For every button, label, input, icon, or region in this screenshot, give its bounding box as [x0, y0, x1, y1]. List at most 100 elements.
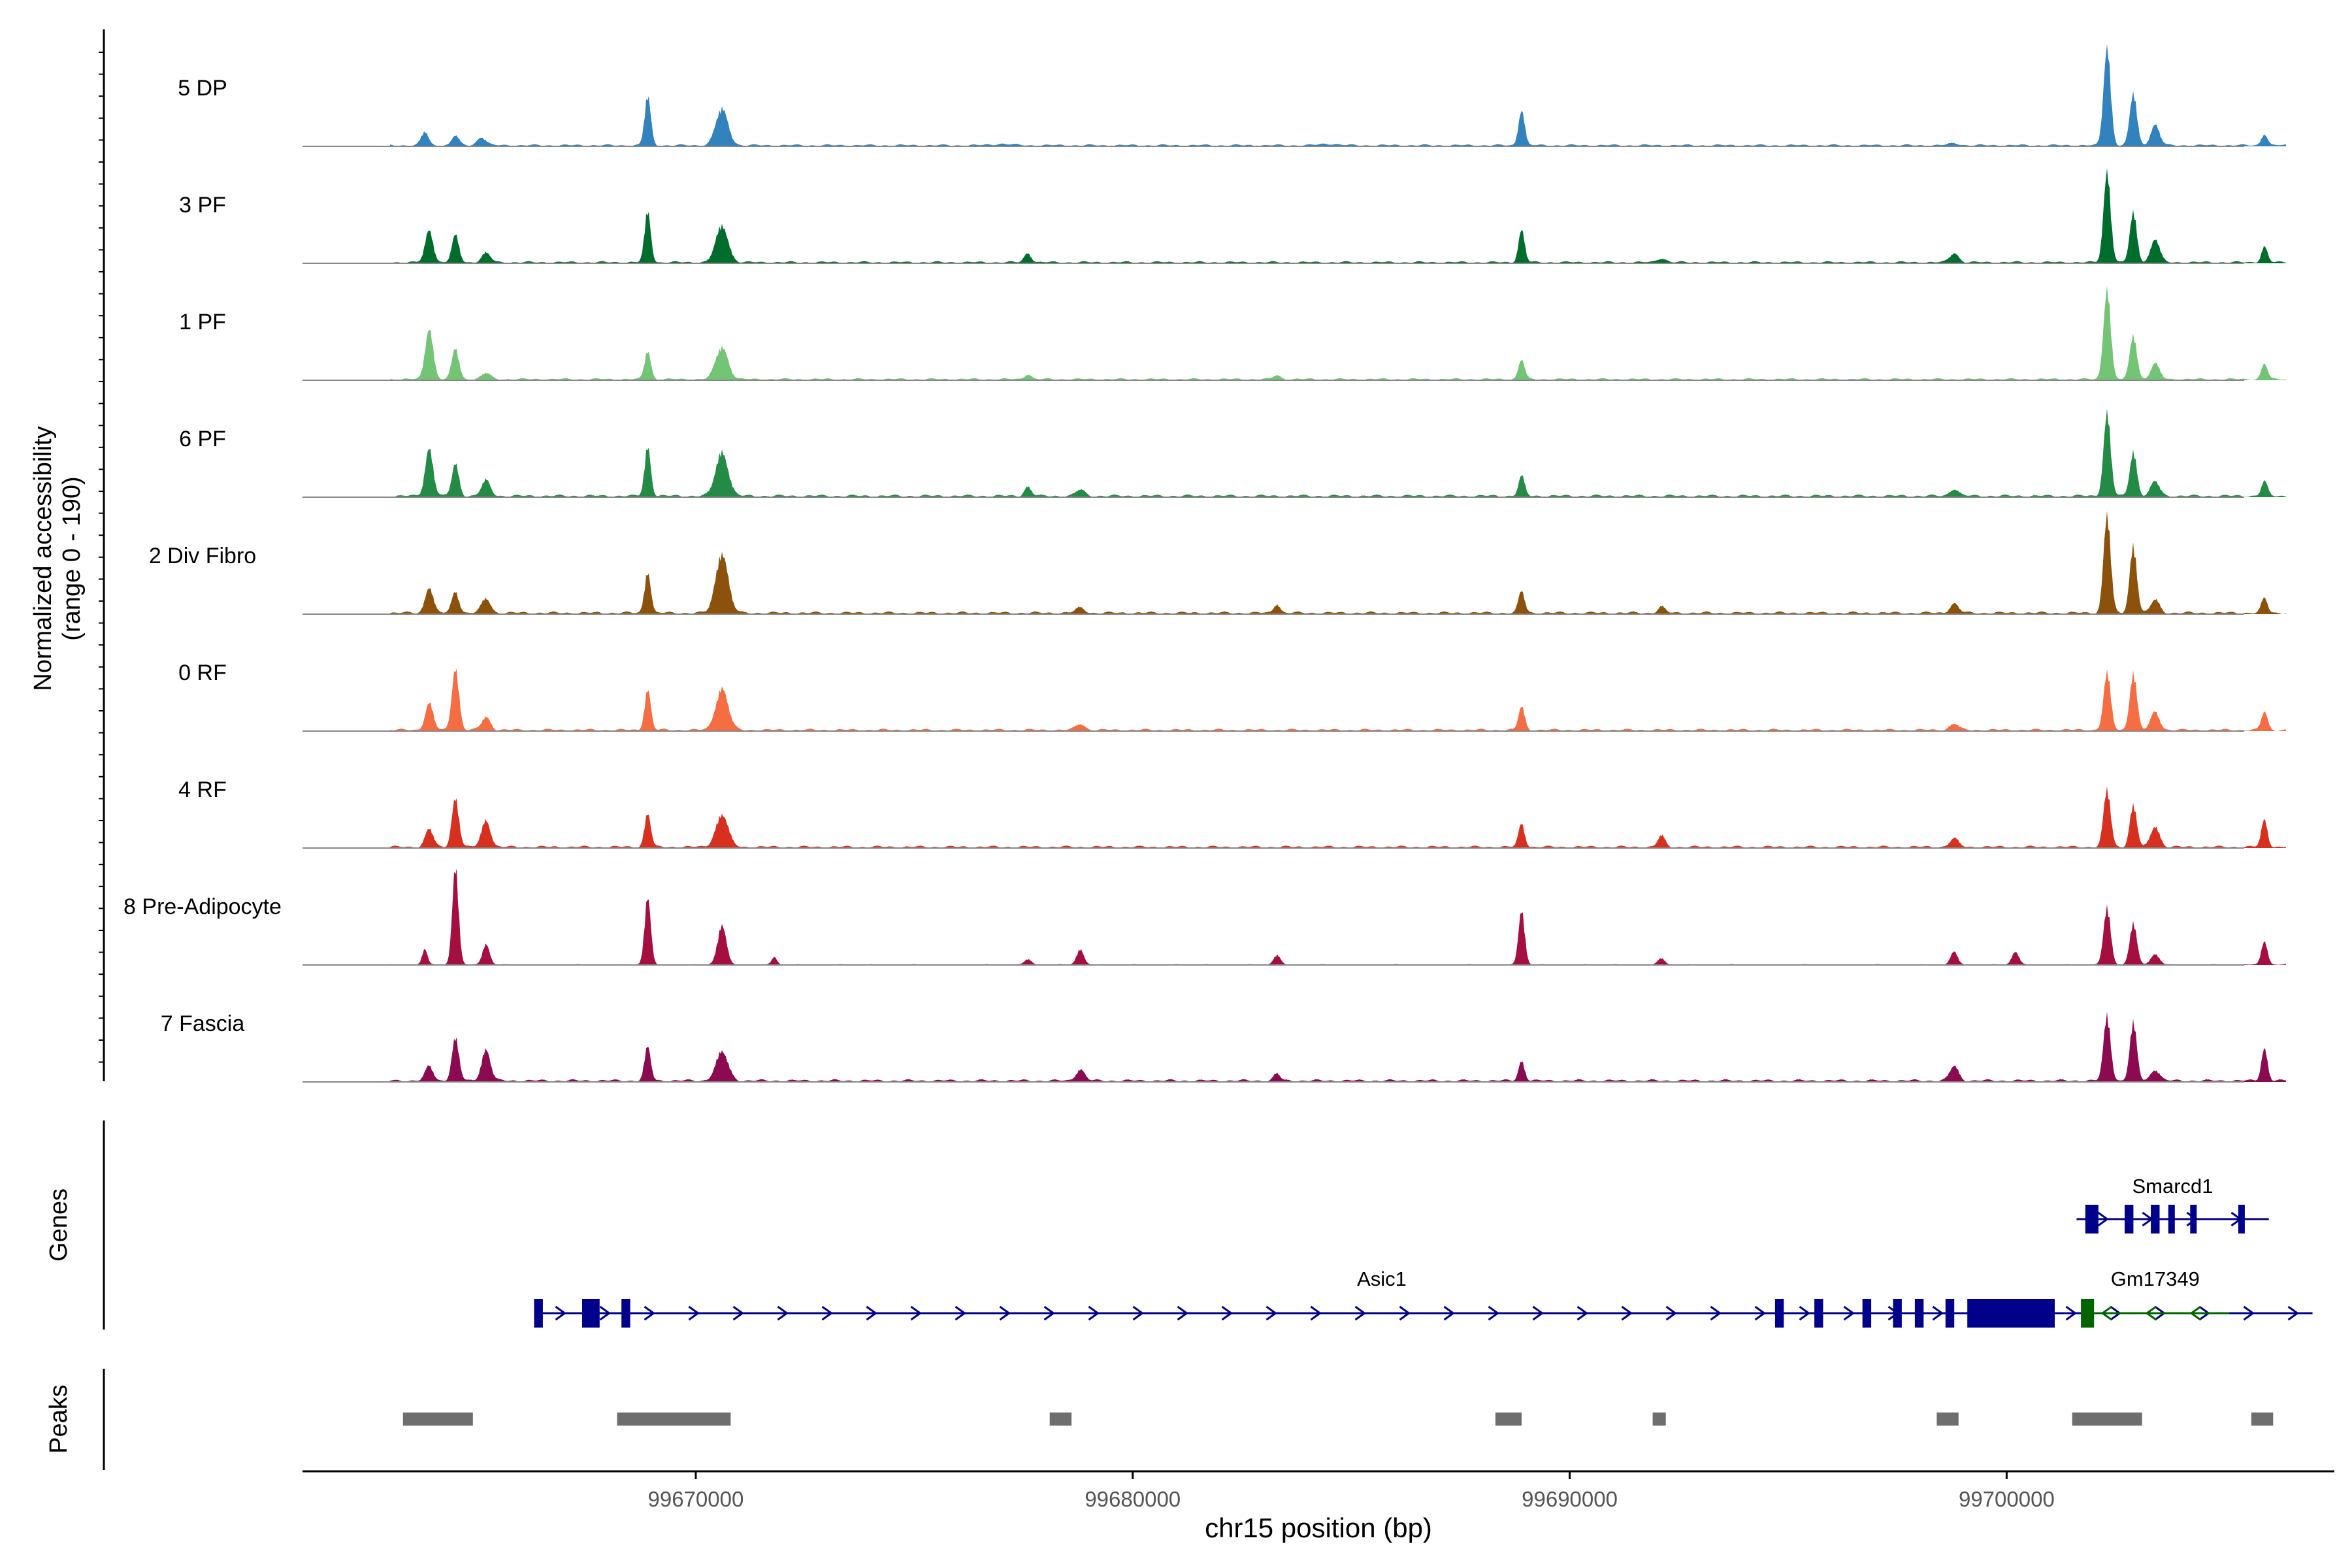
gene-exon — [1945, 1299, 1955, 1328]
genes-panel-label: Genes — [45, 1188, 73, 1262]
track-label: 6 PF — [179, 427, 226, 451]
gene-exon — [2125, 1205, 2134, 1233]
gene-exon — [2081, 1299, 2095, 1328]
track-label: 3 PF — [179, 193, 226, 218]
track-coverage-area — [390, 408, 2286, 497]
track-6: 0 RF — [178, 661, 2286, 732]
peak-region — [1652, 1413, 1666, 1426]
peaks-panel-label: Peaks — [45, 1384, 73, 1454]
gene-exon — [534, 1299, 543, 1328]
gene-smarcd1: Smarcd1 — [2076, 1175, 2269, 1233]
gene-exon — [1967, 1299, 2055, 1328]
strand-arrow-icon — [2100, 1305, 2112, 1321]
strand-arrow-icon — [1043, 1305, 1056, 1321]
track-label: 4 RF — [178, 777, 227, 802]
gene-gm17349: Gm17349 — [2081, 1267, 2230, 1328]
strand-arrow-icon — [1576, 1305, 1589, 1321]
gene-exon — [1893, 1299, 1902, 1328]
peak-region — [1049, 1413, 1072, 1426]
gene-exon — [2168, 1205, 2175, 1233]
strand-arrow-icon — [2189, 1305, 2201, 1321]
strand-arrow-icon — [866, 1305, 878, 1321]
gene-exon — [2190, 1205, 2197, 1233]
track-coverage-area — [390, 510, 2286, 614]
strand-arrow-icon — [1665, 1305, 1678, 1321]
gene-label: Asic1 — [1357, 1267, 1407, 1290]
track-label: 8 Pre-Adipocyte — [123, 894, 282, 919]
track-2: 3 PF — [179, 168, 2286, 264]
peak-region — [617, 1413, 731, 1426]
x-axis-tick-label: 99690000 — [1522, 1487, 1618, 1511]
strand-arrow-icon — [1843, 1305, 1855, 1321]
strand-arrow-icon — [1177, 1305, 1189, 1321]
strand-arrow-icon — [688, 1305, 700, 1321]
strand-arrow-icon — [821, 1305, 834, 1321]
coverage-y-axis-ticks — [99, 52, 104, 1063]
strand-arrow-icon — [2145, 1305, 2157, 1321]
strand-arrow-icon — [1532, 1305, 1544, 1321]
gene-exon — [1862, 1299, 1872, 1328]
gene-exon — [621, 1299, 630, 1328]
track-label: 7 Fascia — [161, 1011, 245, 1036]
strand-arrow-icon — [1488, 1305, 1500, 1321]
strand-arrow-icon — [1088, 1305, 1100, 1321]
coverage-tracks: 5 DP 3 PF 1 PF 6 PF 2 Div Fibro 0 RF 4 RF 8 Pre… — [123, 44, 2286, 1083]
strand-arrow-icon — [955, 1305, 967, 1321]
strand-arrow-icon — [2065, 1305, 2078, 1321]
strand-arrow-icon — [1443, 1305, 1456, 1321]
gene-exon — [2238, 1205, 2245, 1233]
strand-arrow-icon — [599, 1305, 612, 1321]
strand-arrow-icon — [1710, 1305, 1722, 1321]
strand-arrow-icon — [644, 1305, 656, 1321]
gene-exon — [2085, 1205, 2099, 1233]
x-axis-ticks: 99670000 99680000 99690000 99700000 — [648, 1471, 2055, 1511]
track-3: 1 PF — [179, 285, 2286, 381]
track-label: 0 RF — [178, 661, 227, 685]
track-label: 2 Div Fibro — [149, 544, 256, 568]
track-7: 4 RF — [178, 777, 2286, 849]
strand-arrow-icon — [1799, 1305, 1811, 1321]
track-coverage-area — [390, 786, 2286, 848]
gene-label: Smarcd1 — [2132, 1175, 2213, 1198]
strand-arrow-icon — [1354, 1305, 1367, 1321]
track-1: 5 DP — [178, 44, 2286, 147]
track-8: 8 Pre-Adipocyte — [123, 868, 2286, 966]
gene-exon — [1914, 1299, 1924, 1328]
strand-arrow-icon — [2243, 1305, 2255, 1321]
y-axis-title-line2: (range 0 - 190) — [58, 476, 86, 640]
peak-regions — [402, 1413, 2274, 1426]
x-axis-tick-label: 99680000 — [1085, 1487, 1181, 1511]
gene-label: Gm17349 — [2111, 1267, 2200, 1290]
gene-exon — [1774, 1299, 1784, 1328]
peak-region — [1936, 1413, 1959, 1426]
strand-arrow-icon — [1266, 1305, 1278, 1321]
track-label: 1 PF — [179, 310, 226, 335]
track-coverage-area — [390, 668, 2286, 731]
strand-arrow-icon — [1621, 1305, 1633, 1321]
x-axis-tick-label: 99670000 — [648, 1487, 744, 1511]
track-5: 2 Div Fibro — [149, 510, 2286, 615]
strand-arrow-icon — [2287, 1305, 2300, 1321]
strand-arrow-icon — [1132, 1305, 1145, 1321]
strand-arrow-icon — [555, 1305, 567, 1321]
strand-arrow-icon — [732, 1305, 745, 1321]
gene-asic1: Asic1 — [534, 1267, 2313, 1328]
track-coverage-area — [390, 285, 2286, 380]
track-coverage-area — [390, 1011, 2286, 1082]
y-axis-title: Normalized accessibility (range 0 - 190) — [29, 426, 86, 691]
y-axis-title-line1: Normalized accessibility — [29, 426, 57, 691]
strand-arrow-icon — [1932, 1305, 1944, 1321]
track-4: 6 PF — [179, 408, 2286, 498]
track-label: 5 DP — [178, 76, 227, 101]
gene-annotations: Asic1 Smarcd1 Gm17349 — [534, 1175, 2313, 1328]
strand-arrow-icon — [2097, 1211, 2109, 1227]
peak-region — [2072, 1413, 2142, 1426]
x-axis-title: chr15 position (bp) — [1205, 1512, 1432, 1543]
track-coverage-area — [390, 168, 2286, 263]
gene-exon — [582, 1299, 600, 1328]
x-axis-tick-label: 99700000 — [1959, 1487, 2055, 1511]
track-coverage-area — [390, 868, 2286, 965]
track-9: 7 Fascia — [161, 1011, 2286, 1083]
peak-region — [2251, 1413, 2274, 1426]
